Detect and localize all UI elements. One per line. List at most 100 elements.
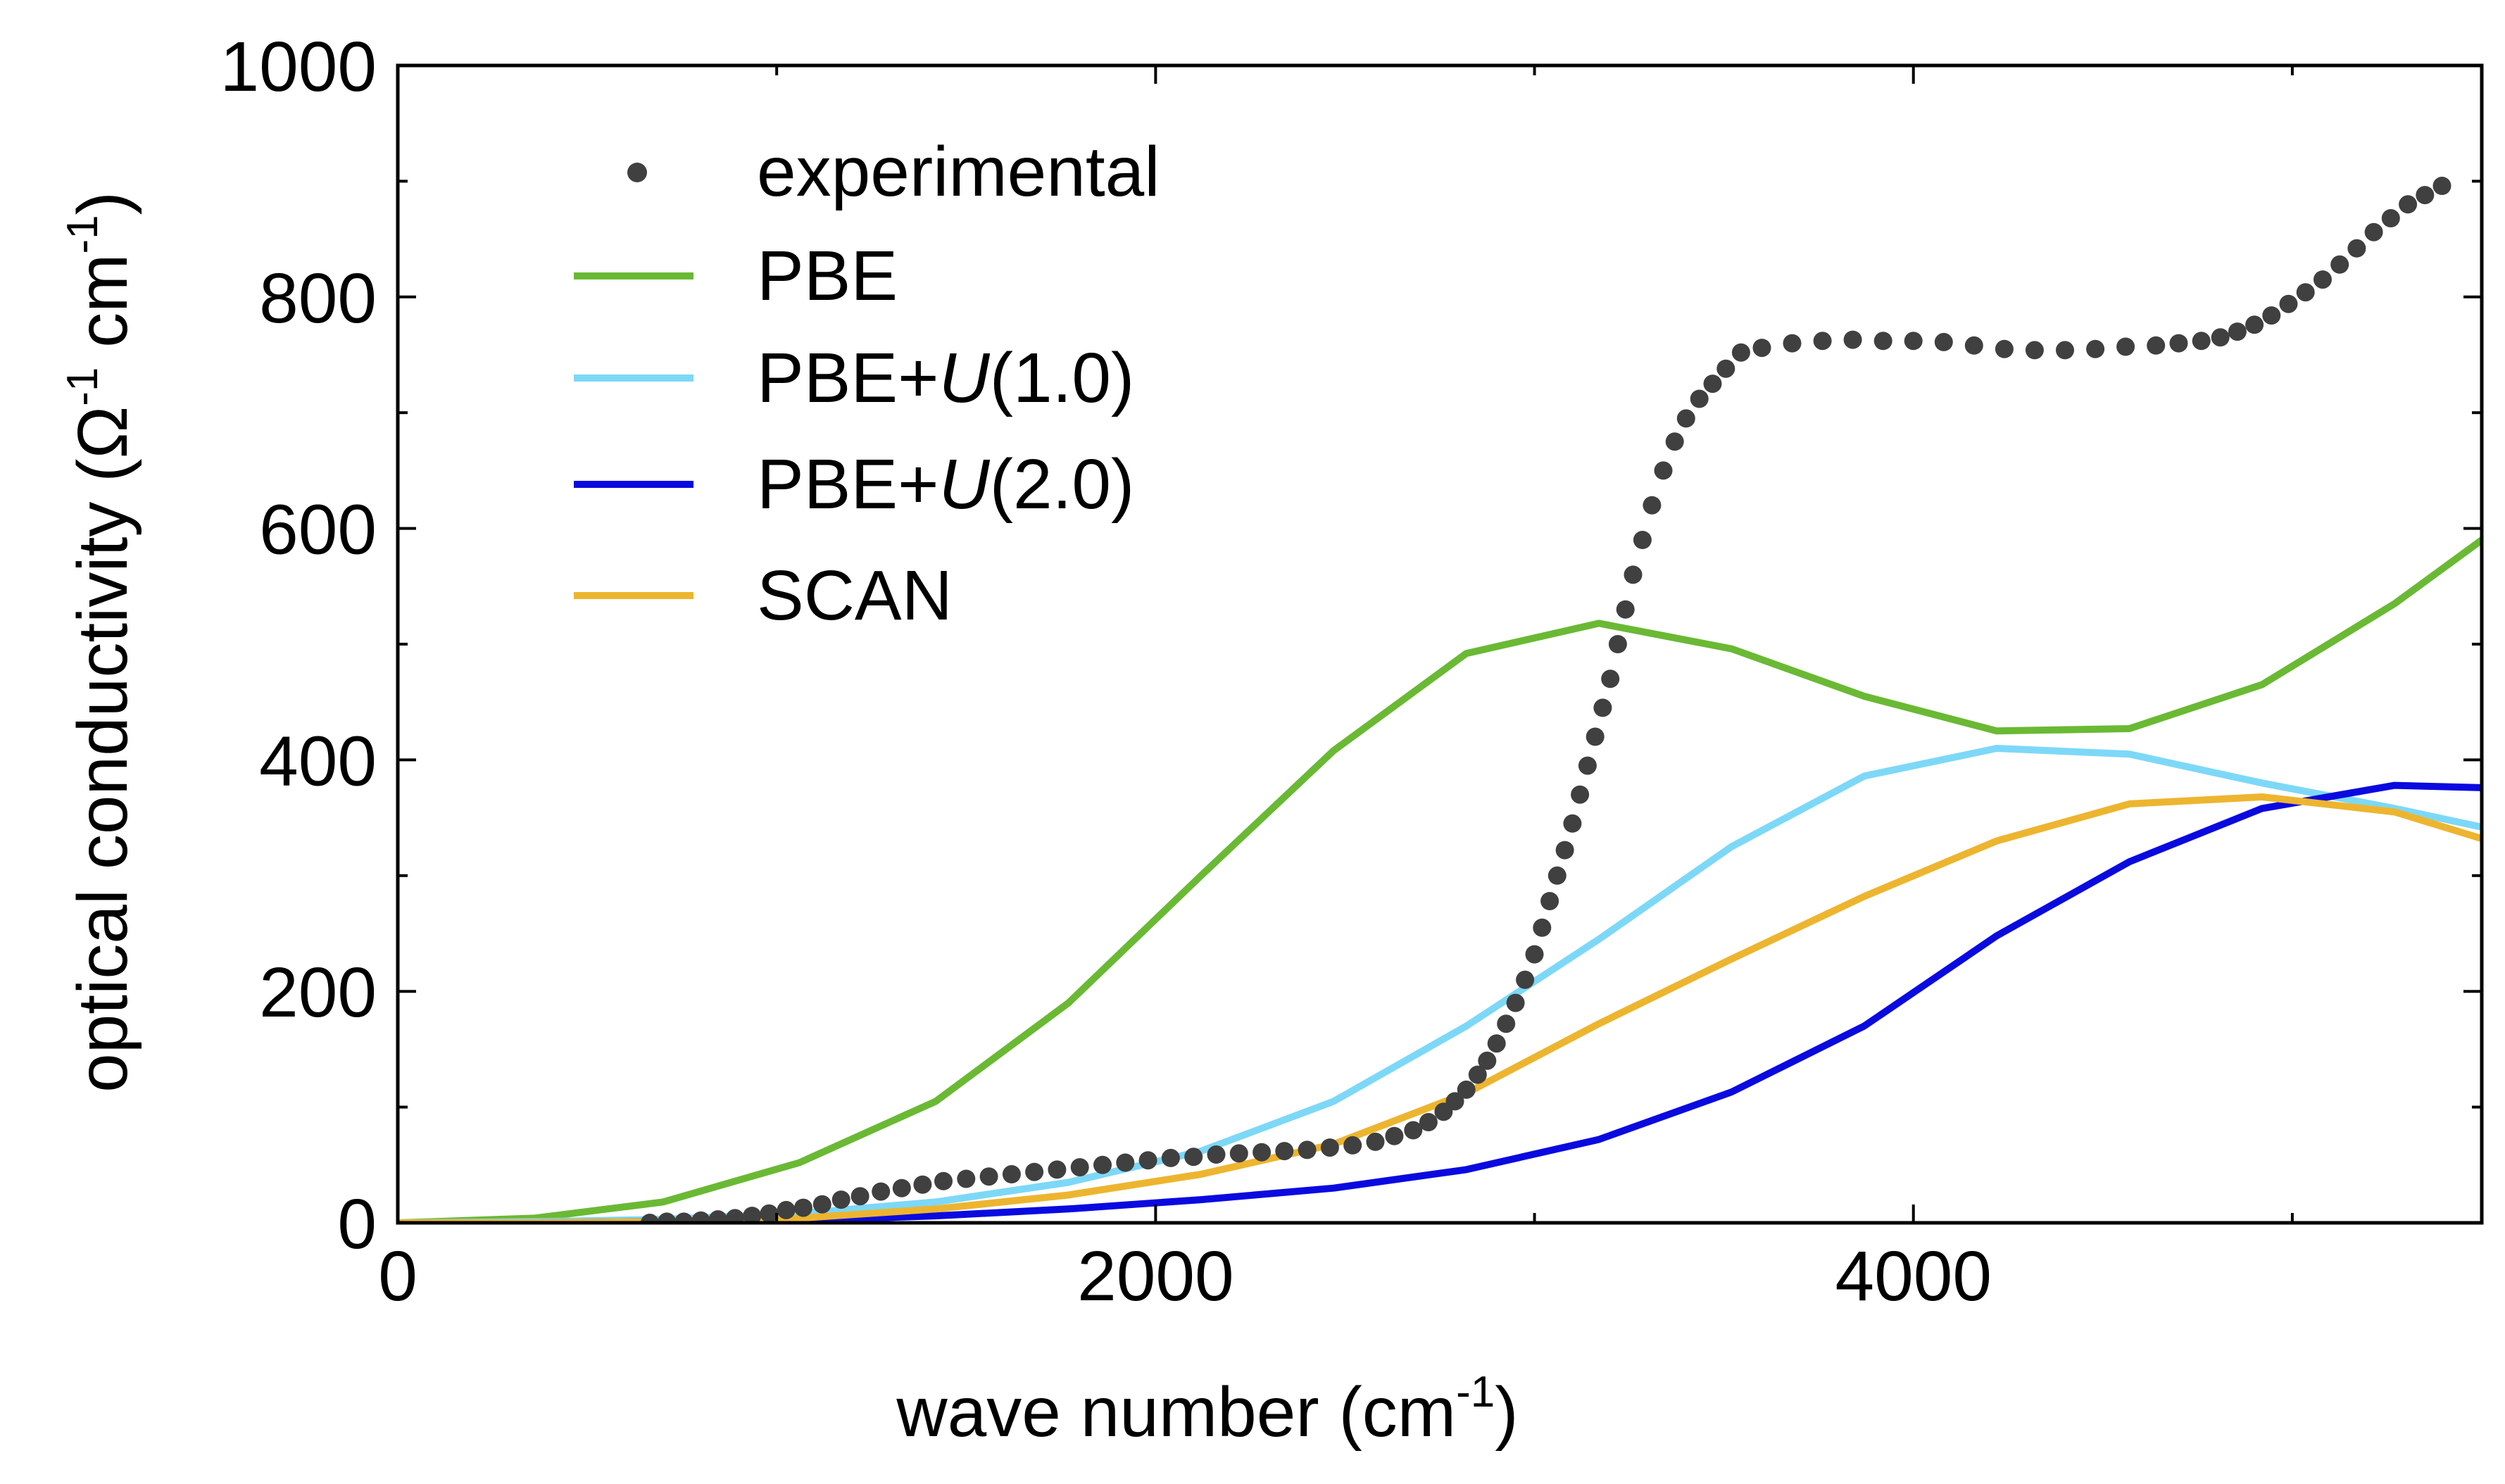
data-point-experimental bbox=[1783, 334, 1802, 353]
x-axis-label: wave number (cm-1) bbox=[896, 1368, 1518, 1452]
data-point-experimental bbox=[691, 1211, 710, 1223]
data-point-experimental bbox=[1633, 531, 1652, 549]
data-point-experimental bbox=[1093, 1155, 1112, 1174]
data-point-experimental bbox=[2432, 177, 2451, 195]
x-tick-label: 4000 bbox=[1835, 1237, 1991, 1316]
data-point-experimental bbox=[1578, 756, 1597, 775]
data-point-experimental bbox=[1445, 1092, 1464, 1111]
data-point-experimental bbox=[2381, 209, 2400, 227]
data-point-experimental bbox=[1506, 993, 1525, 1012]
data-point-experimental bbox=[1025, 1162, 1044, 1181]
y-tick-label: 800 bbox=[259, 259, 377, 338]
data-point-experimental bbox=[1540, 892, 1559, 910]
data-point-experimental bbox=[2116, 337, 2135, 356]
data-point-experimental bbox=[1419, 1113, 1438, 1131]
data-point-experimental bbox=[1716, 359, 1735, 378]
data-point-experimental bbox=[2330, 255, 2349, 274]
data-point-experimental bbox=[1275, 1142, 1294, 1161]
data-point-experimental bbox=[1752, 339, 1771, 358]
data-point-experimental bbox=[1555, 841, 1574, 860]
data-point-experimental bbox=[1320, 1138, 1339, 1157]
data-point-experimental bbox=[1703, 375, 1722, 394]
data-point-experimental bbox=[850, 1187, 869, 1206]
data-point-experimental bbox=[1002, 1165, 1021, 1183]
data-point-experimental bbox=[760, 1204, 779, 1223]
x-tick-label: 0 bbox=[378, 1237, 418, 1316]
data-point-experimental bbox=[1229, 1144, 1248, 1163]
data-point-experimental bbox=[831, 1190, 850, 1209]
data-point-experimental bbox=[1184, 1147, 1203, 1167]
data-point-experimental bbox=[1343, 1136, 1362, 1155]
data-point-experimental bbox=[1571, 785, 1590, 804]
data-point-experimental bbox=[2262, 306, 2281, 325]
data-point-experimental bbox=[1298, 1140, 1317, 1159]
data-point-experimental bbox=[2056, 341, 2074, 360]
data-point-experimental bbox=[872, 1182, 891, 1201]
data-point-experimental bbox=[1654, 461, 1673, 480]
data-point-experimental bbox=[2211, 328, 2230, 347]
data-point-experimental bbox=[1616, 600, 1635, 619]
data-point-experimental bbox=[1665, 432, 1684, 451]
data-point-experimental bbox=[1252, 1143, 1272, 1162]
data-point-experimental bbox=[934, 1171, 953, 1190]
data-point-experimental bbox=[1873, 332, 1892, 351]
data-point-experimental bbox=[1593, 698, 1612, 717]
data-point-experimental bbox=[708, 1210, 727, 1223]
legend-label-pbe-u1: PBE+U(1.0) bbox=[757, 339, 1134, 417]
data-point-experimental bbox=[1586, 727, 1605, 746]
data-point-experimental bbox=[1995, 339, 2014, 358]
data-point-experimental bbox=[1964, 336, 1983, 355]
data-point-experimental bbox=[1404, 1121, 1423, 1140]
data-point-experimental bbox=[1385, 1126, 1404, 1145]
data-point-experimental bbox=[1904, 332, 1923, 351]
data-point-experimental bbox=[1457, 1080, 1476, 1099]
data-point-experimental bbox=[1608, 635, 1627, 653]
series-line-pbe-u-2-0 bbox=[398, 781, 2482, 1223]
data-point-experimental bbox=[674, 1212, 693, 1223]
data-point-experimental bbox=[1366, 1132, 1385, 1151]
data-point-experimental bbox=[2416, 186, 2435, 205]
legend-item-pbe-u1: PBE+U(1.0) bbox=[574, 339, 1134, 417]
data-point-experimental bbox=[2228, 322, 2247, 341]
legend-label-scan: SCAN bbox=[757, 556, 953, 635]
axis-ticks: 0 2000 4000 0 200 400 600 800 1000 bbox=[220, 27, 2482, 1316]
data-point-experimental bbox=[2192, 332, 2211, 351]
x-tick-label: 2000 bbox=[1077, 1237, 1233, 1316]
data-point-experimental bbox=[1497, 1014, 1516, 1033]
data-point-experimental bbox=[1116, 1153, 1135, 1172]
data-point-experimental bbox=[2279, 294, 2298, 313]
data-point-experimental bbox=[1468, 1065, 1487, 1084]
data-point-experimental bbox=[1070, 1158, 1089, 1177]
data-point-experimental bbox=[2296, 283, 2315, 302]
data-point-experimental bbox=[1525, 945, 1544, 964]
data-point-experimental bbox=[1533, 918, 1552, 937]
data-point-experimental bbox=[1547, 866, 1567, 885]
data-point-experimental bbox=[1138, 1151, 1157, 1170]
data-point-experimental bbox=[658, 1212, 677, 1223]
data-point-experimental bbox=[2313, 270, 2332, 289]
data-point-experimental bbox=[1478, 1051, 1497, 1070]
data-point-experimental bbox=[1643, 496, 1662, 515]
data-point-experimental bbox=[1516, 970, 1535, 989]
y-axis-label: optical conductivity (Ω-1 cm-1) bbox=[58, 191, 142, 1093]
legend-label-pbe: PBE bbox=[757, 237, 898, 315]
data-point-experimental bbox=[777, 1200, 796, 1219]
y-tick-label: 1000 bbox=[220, 27, 377, 106]
data-point-experimental bbox=[1161, 1148, 1180, 1167]
legend-item-pbe: PBE bbox=[574, 237, 898, 315]
series-group bbox=[398, 177, 2482, 1223]
legend-label-pbe-u2: PBE+U(2.0) bbox=[757, 445, 1134, 524]
data-point-experimental bbox=[2399, 195, 2418, 214]
data-point-experimental bbox=[1207, 1145, 1226, 1164]
series-line-pbe-u-1-0 bbox=[398, 745, 2482, 1223]
data-point-experimental bbox=[640, 1214, 659, 1223]
plot-area bbox=[398, 177, 2482, 1223]
series-line-scan bbox=[398, 793, 2482, 1223]
legend-item-experimental: experimental bbox=[627, 132, 1160, 211]
y-tick-label: 600 bbox=[259, 491, 377, 570]
data-point-experimental bbox=[1934, 332, 1953, 351]
axes-frame bbox=[396, 63, 2484, 1225]
data-point-experimental bbox=[1843, 330, 1862, 349]
data-point-experimental bbox=[2025, 341, 2044, 360]
